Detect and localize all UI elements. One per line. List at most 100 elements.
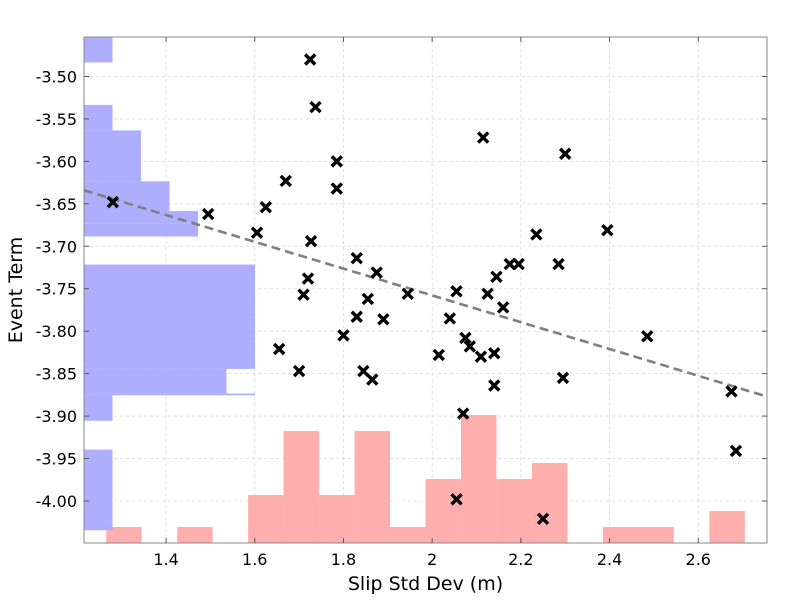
data-point bbox=[641, 330, 654, 343]
y-histogram-bar bbox=[84, 211, 198, 224]
data-point bbox=[357, 364, 370, 378]
data-point bbox=[474, 350, 488, 363]
data-point bbox=[309, 100, 322, 114]
y-histogram-bar bbox=[84, 395, 113, 421]
data-point bbox=[350, 251, 363, 265]
data-point bbox=[729, 444, 743, 458]
data-point bbox=[530, 228, 543, 241]
data-point bbox=[490, 270, 503, 284]
y-tick-label: -3.75 bbox=[36, 280, 77, 299]
data-point bbox=[304, 234, 318, 248]
data-point bbox=[201, 207, 215, 221]
x-histogram-bar bbox=[283, 431, 320, 543]
x-axis-ticks: 1.4 1.6 1.8 2 2.2 2.4 2.6 bbox=[153, 37, 711, 569]
x-tick-label: 1.4 bbox=[153, 550, 178, 569]
data-point bbox=[559, 147, 572, 160]
scatter-points bbox=[106, 53, 743, 526]
x-histogram-bar bbox=[106, 527, 142, 543]
data-point bbox=[259, 201, 273, 214]
data-point bbox=[512, 257, 525, 271]
x-histogram-bar bbox=[531, 463, 568, 543]
data-point bbox=[250, 226, 264, 239]
data-point bbox=[106, 195, 120, 209]
data-point bbox=[297, 288, 310, 301]
trend-line bbox=[83, 188, 768, 398]
x-tick-label: 1.6 bbox=[242, 550, 267, 569]
y-histogram-bar bbox=[84, 181, 170, 212]
x-tick-label: 1.8 bbox=[331, 550, 356, 569]
data-point bbox=[350, 310, 363, 323]
data-point bbox=[279, 174, 292, 188]
y-tick-label: -4.00 bbox=[36, 492, 77, 511]
y-tick-label: -3.90 bbox=[36, 407, 77, 426]
data-point bbox=[272, 342, 286, 356]
data-point bbox=[488, 379, 501, 392]
data-point bbox=[459, 331, 472, 345]
data-point bbox=[401, 287, 414, 301]
x-histogram-bar bbox=[319, 495, 355, 543]
data-point bbox=[301, 272, 315, 285]
x-axis-title: Slip Std Dev (m) bbox=[348, 573, 503, 595]
data-point bbox=[303, 53, 317, 66]
data-point bbox=[377, 313, 390, 326]
y-histogram bbox=[84, 37, 255, 531]
x-histogram-bar bbox=[709, 511, 745, 543]
data-point bbox=[366, 373, 379, 386]
y-axis-ticks: -3.50 -3.55 -3.60 -3.65 -3.70 -3.75 -3.80 -3.85… bbox=[36, 67, 767, 511]
data-point bbox=[456, 407, 470, 420]
data-point bbox=[601, 223, 614, 237]
x-histogram-bar bbox=[496, 479, 532, 543]
data-point bbox=[496, 301, 510, 314]
data-point bbox=[536, 512, 550, 526]
y-tick-label: -3.65 bbox=[36, 195, 77, 214]
data-point bbox=[725, 385, 738, 398]
data-point bbox=[463, 340, 477, 353]
y-histogram-bar bbox=[84, 393, 255, 396]
x-histogram-bar bbox=[177, 527, 213, 543]
x-tick-label: 2.2 bbox=[508, 550, 533, 569]
x-histogram-bar bbox=[425, 479, 461, 543]
data-point bbox=[488, 347, 501, 360]
y-tick-label: -3.85 bbox=[36, 365, 77, 384]
y-histogram-bar bbox=[84, 104, 113, 131]
x-histogram-bar bbox=[602, 527, 674, 543]
y-tick-label: -3.60 bbox=[36, 152, 77, 171]
trend-line-group bbox=[83, 188, 768, 398]
plot-frame bbox=[83, 36, 768, 544]
x-tick-label: 2 bbox=[427, 550, 437, 569]
data-point bbox=[292, 364, 306, 378]
y-tick-label: -3.70 bbox=[36, 237, 77, 256]
y-histogram-bar bbox=[84, 264, 255, 364]
x-histogram-bar bbox=[460, 415, 497, 543]
data-point bbox=[556, 371, 570, 385]
data-point bbox=[552, 257, 565, 271]
data-point bbox=[370, 266, 383, 279]
data-point bbox=[361, 292, 375, 306]
data-point bbox=[337, 329, 350, 342]
y-histogram-bar bbox=[84, 363, 255, 369]
data-point bbox=[432, 348, 446, 362]
y-tick-label: -3.80 bbox=[36, 322, 77, 341]
y-tick-label: -3.95 bbox=[36, 450, 77, 469]
data-point bbox=[330, 182, 344, 195]
y-histogram-bar bbox=[84, 130, 141, 182]
y-axis-title: Event Term bbox=[5, 237, 27, 344]
y-tick-label: -3.50 bbox=[36, 67, 77, 86]
data-point bbox=[450, 285, 463, 298]
y-histogram-bar bbox=[84, 223, 198, 237]
data-point bbox=[443, 312, 457, 325]
y-histogram-bar bbox=[84, 37, 113, 63]
y-histogram-bar bbox=[84, 449, 113, 531]
x-tick-label: 2.6 bbox=[686, 550, 711, 569]
x-histogram-bar bbox=[248, 495, 284, 543]
data-point bbox=[476, 131, 490, 144]
y-tick-label: -3.55 bbox=[36, 110, 77, 129]
y-histogram-bar bbox=[84, 368, 227, 394]
x-histogram-bar bbox=[390, 527, 426, 543]
x-histogram-bar bbox=[354, 431, 391, 543]
data-point bbox=[481, 287, 494, 301]
data-point bbox=[450, 493, 463, 506]
x-tick-label: 2.4 bbox=[597, 550, 622, 569]
data-point bbox=[330, 155, 344, 168]
